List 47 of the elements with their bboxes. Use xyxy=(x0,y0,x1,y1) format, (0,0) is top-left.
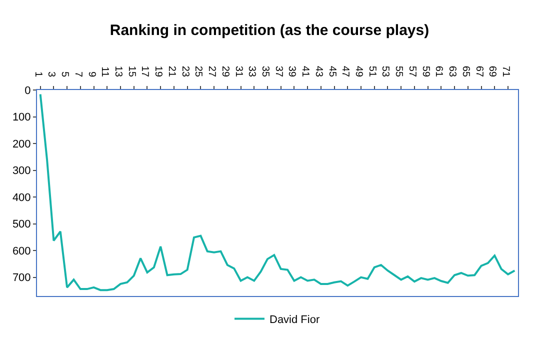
y-tick-label: 200 xyxy=(12,138,31,150)
chart-title: Ranking in competition (as the course plays) xyxy=(110,22,430,39)
y-tick-label: 100 xyxy=(12,112,31,124)
x-tick-label: 1 xyxy=(32,71,44,78)
y-tick-label: 700 xyxy=(12,272,31,284)
y-tick-label: 600 xyxy=(12,245,31,258)
x-tick-label: 59 xyxy=(420,66,431,78)
x-tick-label: 25 xyxy=(192,66,204,78)
line-series xyxy=(39,93,516,292)
x-tick-label: 43 xyxy=(312,66,324,78)
x-tick-label: 3 xyxy=(46,71,57,78)
x-tick-label: 19 xyxy=(152,66,164,78)
y-tick-label: 500 xyxy=(12,218,31,231)
x-tick-label: 49 xyxy=(353,66,364,78)
x-tick-label: 51 xyxy=(366,66,378,78)
x-tick-label: 65 xyxy=(460,66,471,78)
x-tick-label: 39 xyxy=(286,66,298,78)
y-tick-label: 300 xyxy=(12,165,31,178)
y-tick-label: 400 xyxy=(12,192,31,204)
x-tick-label: 61 xyxy=(433,66,444,78)
x-tick-label: 17 xyxy=(139,66,150,78)
x-tick-label: 35 xyxy=(259,66,270,78)
x-tick-label: 7 xyxy=(72,71,84,78)
x-tick-label: 5 xyxy=(59,71,70,78)
x-tick-label: 41 xyxy=(300,66,311,78)
y-tick-label: 0 xyxy=(24,84,31,97)
x-tick-label: 53 xyxy=(380,66,391,78)
x-tick-label: 21 xyxy=(166,66,177,78)
x-tick-label: 15 xyxy=(126,66,137,78)
x-tick-label: 11 xyxy=(99,66,110,78)
x-tick-label: 13 xyxy=(112,66,124,78)
x-tick-label: 55 xyxy=(393,66,404,78)
x-tick-label: 29 xyxy=(219,66,230,78)
x-tick-label: 23 xyxy=(179,66,190,78)
x-tick-label: 45 xyxy=(326,66,338,78)
x-tick-label: 33 xyxy=(246,66,258,78)
x-tick-label: 63 xyxy=(446,66,458,78)
x-tick-label: 69 xyxy=(486,66,498,78)
x-tick-label: 71 xyxy=(500,66,511,78)
x-tick-label: 37 xyxy=(272,66,284,78)
x-tick-label: 9 xyxy=(86,71,97,78)
x-tick-label: 67 xyxy=(473,66,484,78)
x-tick-label: 27 xyxy=(206,66,218,78)
legend-label: David Fior xyxy=(270,314,320,326)
x-tick-label: 31 xyxy=(232,66,244,78)
x-tick-label: 47 xyxy=(340,66,351,78)
x-tick-label: 57 xyxy=(406,66,418,78)
